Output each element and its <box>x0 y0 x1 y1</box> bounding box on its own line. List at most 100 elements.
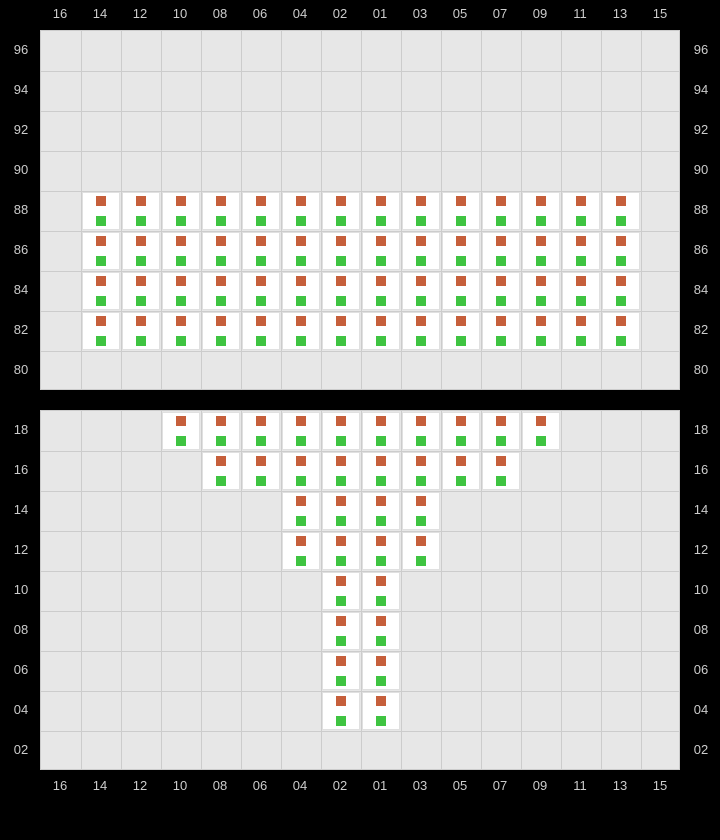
rack-cell[interactable] <box>482 312 520 350</box>
rack-cell[interactable] <box>402 312 440 350</box>
indicator-top <box>136 196 146 206</box>
rack-cell[interactable] <box>362 452 400 490</box>
rack-cell[interactable] <box>362 612 400 650</box>
rack-cell[interactable] <box>322 492 360 530</box>
rack-cell[interactable] <box>362 192 400 230</box>
rack-cell[interactable] <box>562 192 600 230</box>
rack-cell[interactable] <box>282 272 320 310</box>
rack-cell[interactable] <box>442 232 480 270</box>
rack-cell[interactable] <box>442 412 480 450</box>
rack-cell[interactable] <box>322 272 360 310</box>
rack-cell[interactable] <box>162 272 200 310</box>
rack-cell[interactable] <box>482 452 520 490</box>
rack-cell[interactable] <box>402 412 440 450</box>
indicator-bottom <box>376 436 386 446</box>
x-axis-label-bottom: 13 <box>600 778 640 793</box>
rack-cell[interactable] <box>362 532 400 570</box>
rack-cell[interactable] <box>122 312 160 350</box>
rack-cell[interactable] <box>282 492 320 530</box>
rack-cell[interactable] <box>362 272 400 310</box>
rack-cell[interactable] <box>362 412 400 450</box>
rack-cell[interactable] <box>362 692 400 730</box>
rack-cell[interactable] <box>522 412 560 450</box>
x-axis-label-top: 06 <box>240 6 280 21</box>
x-axis-label-bottom: 11 <box>560 778 600 793</box>
rack-cell[interactable] <box>362 492 400 530</box>
x-axis-label-bottom: 07 <box>480 778 520 793</box>
rack-cell[interactable] <box>242 272 280 310</box>
rack-cell[interactable] <box>522 192 560 230</box>
rack-cell[interactable] <box>322 412 360 450</box>
rack-cell[interactable] <box>562 312 600 350</box>
rack-cell[interactable] <box>442 272 480 310</box>
rack-cell[interactable] <box>362 232 400 270</box>
rack-cell[interactable] <box>362 652 400 690</box>
rack-cell[interactable] <box>442 452 480 490</box>
rack-cell[interactable] <box>122 192 160 230</box>
rack-cell[interactable] <box>162 192 200 230</box>
rack-cell[interactable] <box>242 192 280 230</box>
rack-cell[interactable] <box>202 412 240 450</box>
rack-cell[interactable] <box>402 192 440 230</box>
rack-cell[interactable] <box>522 312 560 350</box>
rack-cell[interactable] <box>282 412 320 450</box>
rack-cell[interactable] <box>482 232 520 270</box>
rack-cell[interactable] <box>602 272 640 310</box>
rack-cell[interactable] <box>242 312 280 350</box>
rack-cell[interactable] <box>282 532 320 570</box>
rack-cell[interactable] <box>202 232 240 270</box>
rack-cell[interactable] <box>282 452 320 490</box>
rack-cell[interactable] <box>362 572 400 610</box>
rack-cell[interactable] <box>562 272 600 310</box>
rack-cell[interactable] <box>482 412 520 450</box>
rack-cell[interactable] <box>402 452 440 490</box>
rack-cell[interactable] <box>522 232 560 270</box>
rack-cell[interactable] <box>322 692 360 730</box>
rack-cell[interactable] <box>82 232 120 270</box>
rack-cell[interactable] <box>602 192 640 230</box>
rack-cell[interactable] <box>162 232 200 270</box>
rack-cell[interactable] <box>122 232 160 270</box>
rack-cell[interactable] <box>242 452 280 490</box>
rack-cell[interactable] <box>322 232 360 270</box>
y-axis-label-left: 84 <box>6 282 36 297</box>
rack-cell[interactable] <box>162 312 200 350</box>
indicator-bottom <box>376 476 386 486</box>
rack-cell[interactable] <box>202 312 240 350</box>
rack-cell[interactable] <box>402 272 440 310</box>
rack-cell[interactable] <box>322 312 360 350</box>
rack-cell[interactable] <box>562 232 600 270</box>
indicator-top <box>96 276 106 286</box>
rack-cell[interactable] <box>82 272 120 310</box>
rack-cell[interactable] <box>402 492 440 530</box>
rack-cell[interactable] <box>282 312 320 350</box>
rack-cell[interactable] <box>322 452 360 490</box>
rack-cell[interactable] <box>282 192 320 230</box>
rack-cell[interactable] <box>162 412 200 450</box>
rack-cell[interactable] <box>442 312 480 350</box>
rack-cell[interactable] <box>242 412 280 450</box>
rack-cell[interactable] <box>322 192 360 230</box>
rack-cell[interactable] <box>482 192 520 230</box>
rack-cell[interactable] <box>322 572 360 610</box>
rack-cell[interactable] <box>322 612 360 650</box>
rack-cell[interactable] <box>82 192 120 230</box>
rack-cell[interactable] <box>402 232 440 270</box>
rack-cell[interactable] <box>602 232 640 270</box>
rack-cell[interactable] <box>322 652 360 690</box>
rack-cell[interactable] <box>442 192 480 230</box>
rack-cell[interactable] <box>202 452 240 490</box>
rack-cell[interactable] <box>522 272 560 310</box>
x-axis-label-top: 12 <box>120 6 160 21</box>
rack-cell[interactable] <box>282 232 320 270</box>
rack-cell[interactable] <box>122 272 160 310</box>
rack-cell[interactable] <box>362 312 400 350</box>
rack-cell[interactable] <box>482 272 520 310</box>
rack-cell[interactable] <box>602 312 640 350</box>
rack-cell[interactable] <box>402 532 440 570</box>
rack-cell[interactable] <box>202 192 240 230</box>
rack-cell[interactable] <box>322 532 360 570</box>
rack-cell[interactable] <box>242 232 280 270</box>
rack-cell[interactable] <box>202 272 240 310</box>
rack-cell[interactable] <box>82 312 120 350</box>
